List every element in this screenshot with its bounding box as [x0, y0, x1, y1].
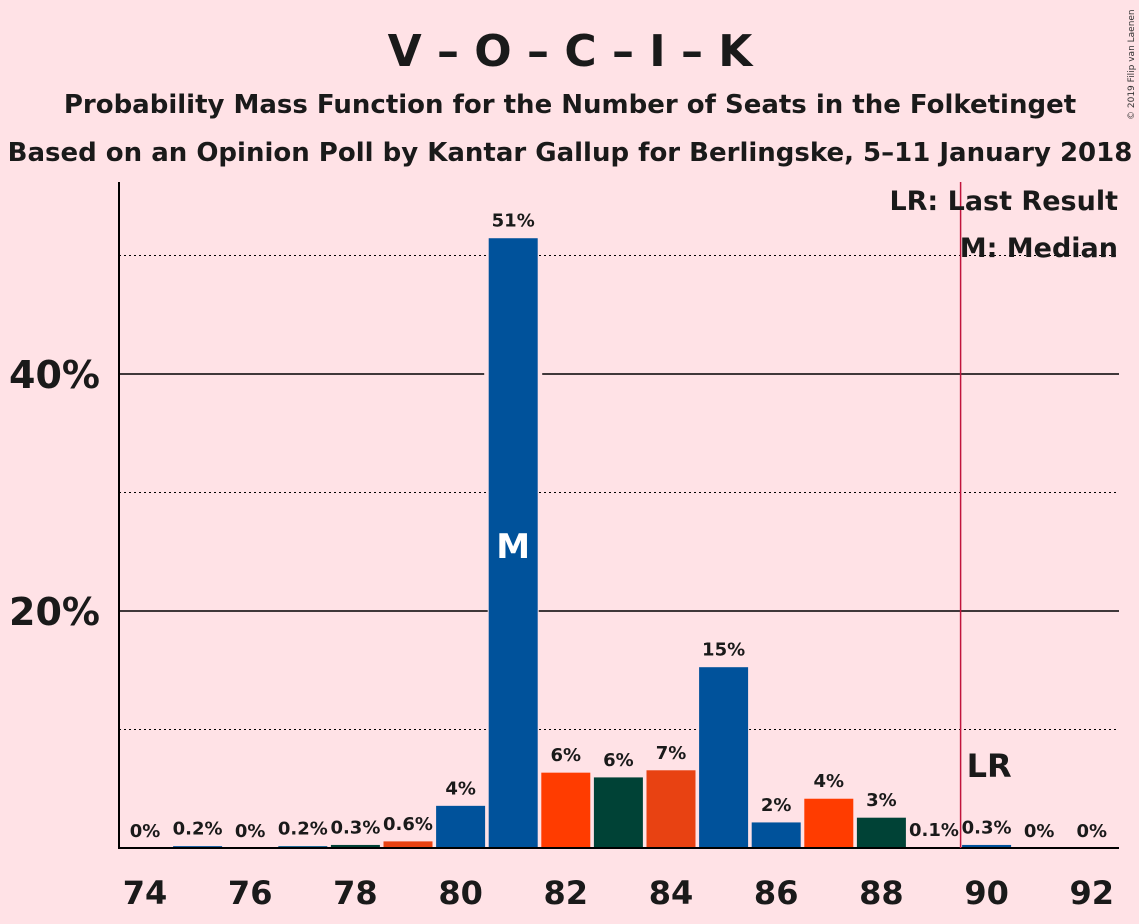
bar-value-label: 0.1%: [909, 820, 959, 841]
bar: [750, 821, 802, 849]
bar-value-label: 6%: [603, 750, 634, 771]
y-tick-labels: 20% 40%: [9, 353, 100, 634]
bar: [698, 666, 750, 849]
chart-source: Based on an Opinion Poll by Kantar Gallu…: [8, 138, 1133, 168]
legend-median: M: Median: [960, 233, 1118, 264]
x-tick-label: 88: [859, 874, 904, 912]
bar: [803, 797, 855, 849]
bar-value-label: 6%: [551, 745, 582, 766]
bar-value-label: 51%: [492, 211, 535, 232]
grid-lines: [119, 255, 1119, 730]
bar-value-label: 0%: [235, 821, 266, 842]
bar-value-label: 3%: [866, 790, 897, 811]
bar: [487, 237, 539, 849]
y-tick-label: 40%: [9, 353, 100, 397]
grid-gap-right: [538, 371, 543, 377]
bar-value-label: 4%: [814, 771, 845, 792]
bar-value-label: 0.6%: [383, 814, 433, 835]
bar-value-label: 7%: [656, 743, 687, 764]
bar: [855, 816, 907, 849]
copyright-text: © 2019 Filip van Laenen: [1127, 9, 1137, 120]
bar-value-label: 0.2%: [173, 819, 223, 840]
x-tick-label: 92: [1070, 874, 1115, 912]
x-tick-label: 74: [123, 874, 168, 912]
bar-value-label: 0%: [130, 821, 161, 842]
bars: [172, 237, 1013, 849]
grid-gap-left: [484, 371, 489, 377]
median-marker: M: [496, 527, 530, 567]
x-tick-label: 82: [544, 874, 589, 912]
bar: [540, 771, 592, 849]
bar-value-label: 0%: [1024, 821, 1055, 842]
last-result-marker: LR: [967, 747, 1012, 785]
x-tick-label: 78: [333, 874, 378, 912]
bar-value-label: 0%: [1077, 821, 1108, 842]
x-tick-label: 90: [964, 874, 1009, 912]
x-tick-label: 84: [649, 874, 694, 912]
x-tick-label: 86: [754, 874, 799, 912]
x-tick-label: 76: [228, 874, 273, 912]
bar-value-label: 0.3%: [330, 817, 380, 838]
bar-value-label: 4%: [445, 778, 476, 799]
bar: [592, 776, 644, 849]
x-tick-labels: 74 76 78 80 82 84 86 88 90 92: [123, 874, 1114, 912]
bar-value-label: 0.3%: [962, 817, 1012, 838]
bar-labels: 0% 0.2% 0% 0.2% 0.3% 0.6%4%51%6% 6% 7%15%2%4%3%…: [130, 211, 1107, 842]
chart-subtitle: Probability Mass Function for the Number…: [64, 90, 1076, 120]
chart-title: V – O – C – I – K: [388, 26, 755, 77]
bar: [435, 804, 487, 849]
x-tick-label: 80: [438, 874, 483, 912]
legend-last-result: LR: Last Result: [889, 186, 1118, 217]
y-tick-label: 20%: [9, 590, 100, 634]
markers: LR M: [496, 182, 1012, 848]
bar: [645, 769, 697, 849]
bar-value-label: 0.2%: [278, 819, 328, 840]
bar: [382, 840, 434, 849]
bar-value-label: 15%: [702, 640, 745, 661]
bar-value-label: 2%: [761, 795, 792, 816]
